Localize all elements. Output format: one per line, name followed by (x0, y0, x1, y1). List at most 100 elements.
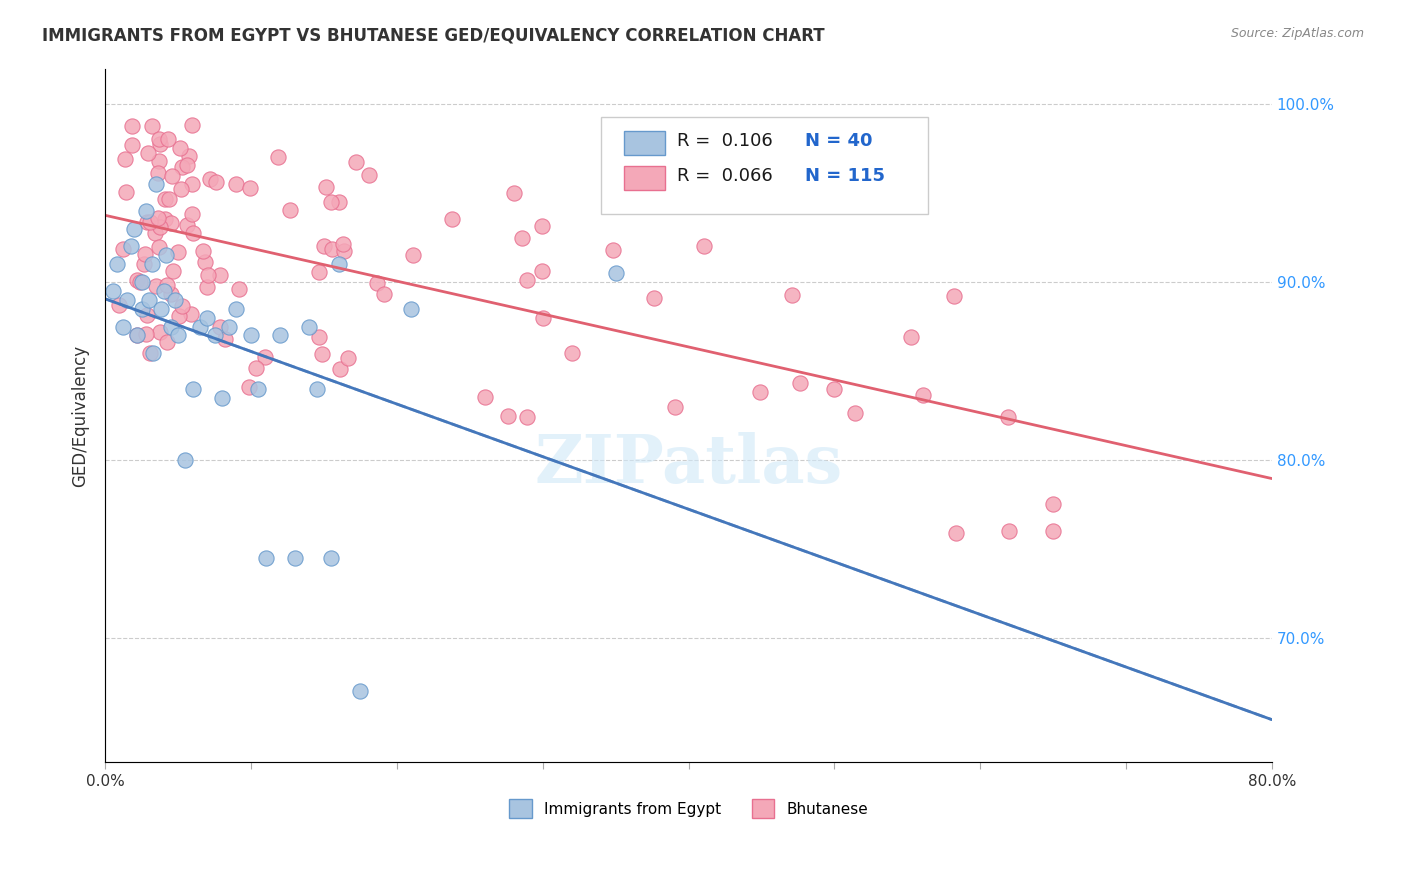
Point (789, 376, 811, 390)
Point (145, 278, 167, 293)
Point (132, 257, 155, 271)
Point (136, 145, 159, 160)
Point (121, 239, 143, 253)
Point (228, 282, 250, 296)
Point (197, 268, 219, 283)
Point (531, 310, 554, 325)
Point (911, 388, 934, 402)
Point (204, 175, 226, 189)
Point (146, 211, 169, 226)
Point (321, 194, 343, 209)
Point (195, 310, 218, 325)
Point (516, 409, 538, 424)
Point (180, 177, 202, 191)
Point (141, 119, 163, 133)
Point (153, 212, 176, 227)
Point (308, 330, 330, 344)
Point (148, 240, 170, 254)
Point (127, 328, 149, 343)
Point (328, 257, 350, 271)
Point (284, 550, 307, 565)
Point (997, 410, 1019, 425)
Point (208, 268, 231, 282)
Point (165, 293, 187, 307)
Point (156, 334, 179, 349)
Y-axis label: GED/Equivalency: GED/Equivalency (72, 344, 89, 486)
Point (332, 244, 354, 259)
Point (149, 325, 172, 339)
Point (157, 131, 180, 145)
Point (155, 248, 177, 262)
Point (349, 684, 371, 698)
Point (135, 214, 157, 228)
Point (998, 524, 1021, 538)
Point (146, 165, 169, 179)
Point (298, 319, 321, 334)
Point (167, 328, 190, 343)
Point (180, 207, 202, 221)
Point (188, 319, 211, 334)
Point (496, 409, 519, 423)
Point (305, 382, 328, 396)
Point (254, 550, 277, 565)
Point (474, 390, 496, 404)
Point (531, 264, 554, 278)
Point (149, 219, 172, 234)
Point (605, 266, 627, 280)
Point (823, 382, 845, 396)
Point (176, 219, 198, 233)
Point (114, 185, 136, 199)
Point (344, 155, 367, 169)
Point (105, 257, 128, 271)
Point (602, 243, 624, 257)
Point (401, 301, 423, 316)
Point (269, 328, 291, 343)
Point (131, 301, 153, 316)
Point (748, 384, 770, 399)
Point (366, 276, 388, 290)
Point (114, 152, 136, 166)
Point (321, 242, 343, 256)
Point (337, 351, 360, 366)
Point (121, 137, 143, 152)
Point (152, 284, 174, 298)
Point (321, 550, 343, 565)
Point (149, 301, 172, 316)
Point (141, 257, 163, 271)
Point (169, 309, 191, 323)
Point (169, 141, 191, 155)
Point (170, 160, 193, 174)
Text: IMMIGRANTS FROM EGYPT VS BHUTANESE GED/EQUIVALENCY CORRELATION CHART: IMMIGRANTS FROM EGYPT VS BHUTANESE GED/E… (42, 27, 825, 45)
Point (194, 255, 217, 269)
Text: R =  0.066: R = 0.066 (676, 167, 773, 185)
Point (162, 264, 184, 278)
Point (332, 236, 354, 251)
Point (181, 226, 204, 240)
Point (693, 239, 716, 253)
Point (181, 118, 204, 132)
Point (240, 328, 263, 343)
Point (844, 405, 866, 419)
Point (160, 169, 183, 184)
Point (159, 286, 181, 301)
Point (245, 361, 267, 376)
Point (266, 150, 288, 164)
Point (402, 247, 425, 261)
Point (148, 154, 170, 169)
Point (278, 202, 301, 217)
Point (308, 265, 330, 279)
Text: Source: ZipAtlas.com: Source: ZipAtlas.com (1230, 27, 1364, 40)
Point (138, 293, 160, 307)
Point (440, 212, 463, 227)
Point (170, 299, 193, 313)
Point (167, 244, 190, 259)
Text: N = 40: N = 40 (806, 132, 873, 151)
Point (135, 203, 157, 218)
Point (359, 168, 381, 182)
Point (209, 320, 232, 334)
Point (900, 330, 922, 344)
Point (148, 131, 170, 145)
Point (170, 182, 193, 196)
Point (225, 301, 247, 316)
Point (225, 177, 247, 191)
